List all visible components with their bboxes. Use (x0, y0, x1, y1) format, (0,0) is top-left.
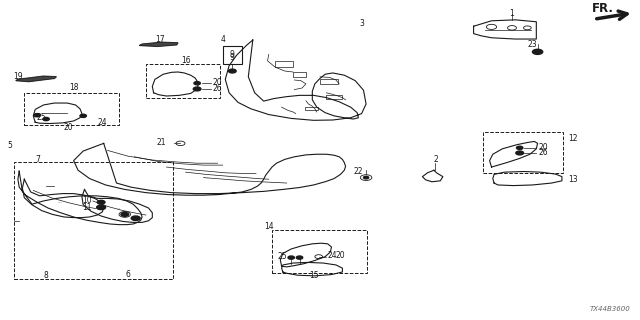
Bar (483, 132, 563, 173)
Text: 24: 24 (97, 118, 107, 127)
Text: 8: 8 (44, 271, 49, 280)
Bar (320, 79, 338, 84)
Text: 11: 11 (82, 203, 92, 212)
Circle shape (97, 205, 106, 210)
Circle shape (34, 114, 40, 117)
Text: 2: 2 (434, 156, 438, 164)
Text: 7: 7 (35, 156, 40, 164)
Text: TX44B3600: TX44B3600 (589, 306, 630, 312)
Polygon shape (16, 76, 56, 82)
Text: 20: 20 (64, 123, 74, 132)
Bar (24, 93, 119, 125)
Bar (223, 46, 242, 64)
Circle shape (296, 256, 303, 259)
Text: 25: 25 (36, 113, 46, 122)
Bar (326, 95, 342, 99)
Circle shape (131, 216, 140, 220)
Bar (275, 61, 293, 67)
Text: 4: 4 (220, 36, 225, 44)
Text: 20: 20 (539, 143, 548, 152)
Text: 26: 26 (212, 84, 222, 93)
Text: 13: 13 (568, 175, 578, 184)
Circle shape (43, 117, 49, 121)
Bar (272, 230, 367, 273)
Circle shape (516, 151, 524, 155)
Text: 10: 10 (82, 196, 92, 205)
Text: 21: 21 (157, 138, 166, 147)
Text: 12: 12 (568, 134, 578, 143)
Text: ---: --- (58, 200, 63, 205)
Text: 14: 14 (264, 222, 274, 231)
Text: 25: 25 (277, 252, 287, 261)
Circle shape (194, 82, 200, 85)
Text: 9: 9 (230, 53, 235, 62)
Bar (305, 107, 318, 110)
Text: 23: 23 (527, 40, 538, 49)
Text: 6: 6 (125, 270, 131, 279)
Text: FR.: FR. (592, 3, 614, 15)
Text: 3: 3 (359, 20, 364, 28)
Circle shape (193, 87, 201, 91)
Text: 20: 20 (212, 78, 222, 87)
Text: 9: 9 (230, 50, 235, 59)
Text: 20: 20 (336, 252, 346, 260)
Text: 15: 15 (308, 271, 319, 280)
Circle shape (228, 69, 236, 73)
Circle shape (364, 176, 369, 179)
Circle shape (121, 212, 129, 216)
Text: 22: 22 (354, 167, 363, 176)
Circle shape (516, 146, 523, 149)
Text: 1: 1 (509, 9, 515, 18)
Bar (14, 162, 173, 279)
Text: 5: 5 (8, 141, 13, 150)
Circle shape (288, 256, 294, 259)
Bar (293, 72, 306, 77)
Text: 24: 24 (328, 251, 337, 260)
Text: 19: 19 (13, 72, 22, 81)
Circle shape (532, 49, 543, 54)
Text: 26: 26 (539, 148, 548, 157)
Bar (146, 64, 220, 98)
Text: 16: 16 (180, 56, 191, 65)
Circle shape (80, 114, 86, 117)
Text: ---: --- (116, 207, 121, 212)
Circle shape (97, 200, 105, 204)
Text: 18: 18 (69, 84, 78, 92)
Polygon shape (140, 42, 178, 46)
Text: 17: 17 (155, 35, 165, 44)
